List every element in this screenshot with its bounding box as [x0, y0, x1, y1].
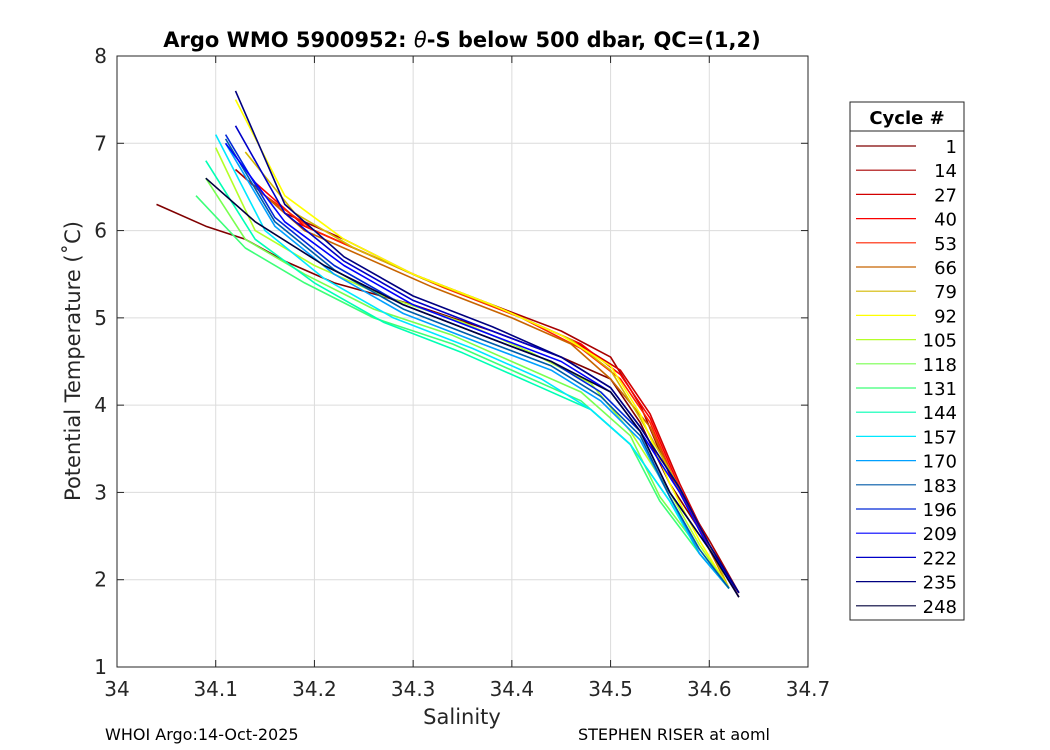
legend-label-92: 92: [934, 306, 957, 327]
legend-label-235: 235: [923, 573, 957, 594]
series-line-10: [205, 177, 730, 589]
legend-label-144: 144: [923, 403, 957, 424]
legend-label-14: 14: [934, 161, 957, 182]
legend-label-248: 248: [923, 597, 957, 618]
y-tick-label: 4: [94, 393, 107, 417]
x-axis-label: Salinity: [423, 705, 501, 729]
series-line-9: [214, 147, 730, 589]
series-line-4: [254, 182, 740, 594]
legend-label-66: 66: [934, 258, 957, 279]
y-tick-label: 2: [94, 568, 107, 592]
series-line-15: [224, 138, 730, 589]
legend-label-222: 222: [923, 548, 957, 569]
series-line-13: [214, 134, 730, 589]
plot-area-frame: [116, 55, 809, 668]
legend-label-209: 209: [923, 524, 957, 545]
legend-label-196: 196: [923, 500, 957, 521]
legend-label-79: 79: [934, 282, 957, 303]
series-line-20: [205, 177, 740, 598]
legend-label-118: 118: [923, 355, 957, 376]
footer-left-credit: WHOI Argo:14-Oct-2025: [105, 725, 299, 744]
footer-right-credit: STEPHEN RISER at aoml: [578, 725, 770, 744]
legend: Cycle # 1 14 27 40 53 66 79 92 105 118 131 144 157 17…: [849, 101, 965, 621]
series-line-16: [224, 134, 740, 594]
x-tick-label: 34.6: [687, 677, 732, 701]
x-tick-label: 34.4: [490, 677, 535, 701]
legend-entries: 1 14 27 40 53 66 79 92 105 118 131 144 157 170 183 196 2…: [856, 137, 957, 618]
series-line-7: [244, 151, 730, 589]
legend-label-27: 27: [934, 185, 957, 206]
y-tick-label: 1: [94, 655, 107, 679]
y-tick-label: 7: [94, 131, 107, 155]
y-axis-label: Potential Temperature (˚C): [61, 221, 85, 501]
series-line-14: [224, 142, 730, 589]
x-tick-label: 34.1: [193, 677, 238, 701]
legend-label-105: 105: [923, 331, 957, 352]
x-tick-label: 34.2: [292, 677, 337, 701]
y-tick-label: 5: [94, 306, 107, 330]
legend-label-40: 40: [934, 210, 957, 231]
y-tick-label: 3: [94, 480, 107, 504]
series-line-11: [195, 195, 730, 589]
chart-title: Argo WMO 5900952: θ-S below 500 dbar, QC…: [163, 28, 760, 52]
legend-label-157: 157: [923, 427, 957, 448]
legend-label-183: 183: [923, 476, 957, 497]
legend-label-53: 53: [934, 234, 957, 255]
x-tick-label: 34.5: [588, 677, 633, 701]
series-line-8: [234, 99, 730, 589]
y-tick-label: 6: [94, 219, 107, 243]
series-line-1: [156, 203, 740, 598]
y-tick-label: 8: [94, 44, 107, 68]
x-tick-label: 34.3: [391, 677, 436, 701]
legend-label-170: 170: [923, 452, 957, 473]
legend-label-1: 1: [946, 137, 957, 158]
legend-title: Cycle #: [869, 108, 944, 129]
x-tick-label: 34: [104, 677, 129, 701]
x-tick-label: 34.7: [786, 677, 831, 701]
series-lines: [156, 90, 740, 598]
series-line-19: [234, 90, 740, 594]
legend-label-131: 131: [923, 379, 957, 400]
series-line-17: [224, 142, 740, 594]
grid-lines: [116, 55, 809, 668]
